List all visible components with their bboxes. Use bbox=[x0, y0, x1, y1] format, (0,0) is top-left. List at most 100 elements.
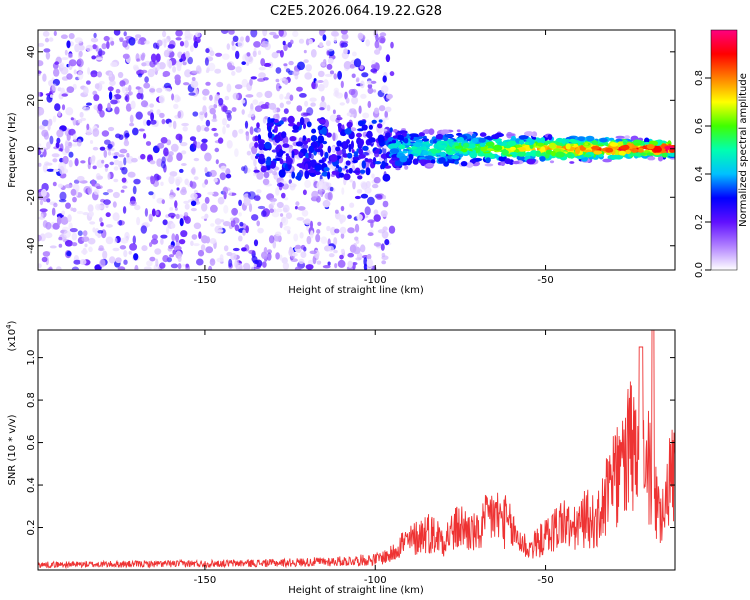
heatmap-cell-203 bbox=[196, 258, 204, 266]
heatmap-cell-998 bbox=[58, 148, 63, 152]
heatmap-cell-1233 bbox=[117, 71, 124, 79]
heatmap-cell-363 bbox=[60, 216, 69, 225]
heatmap-cell-556 bbox=[301, 209, 309, 217]
heatmap-cell-138 bbox=[108, 126, 115, 132]
heatmap-cell-1633 bbox=[344, 128, 352, 135]
heatmap-cell-795 bbox=[385, 54, 391, 63]
heatmap-cell-1538 bbox=[345, 169, 350, 174]
heatmap-cell-1069 bbox=[309, 250, 317, 255]
heatmap-cell-1342 bbox=[213, 177, 218, 183]
heatmap-cell-1551 bbox=[358, 154, 366, 159]
heatmap-cell-973 bbox=[361, 72, 369, 78]
heatmap-cell-179 bbox=[367, 196, 375, 206]
heatmap-cell-855 bbox=[88, 211, 94, 217]
heatmap-cell-55 bbox=[271, 149, 278, 153]
heatmap-cell-1227 bbox=[171, 233, 176, 242]
heatmap-cell-1490 bbox=[318, 30, 325, 36]
heatmap-cell-1290 bbox=[204, 57, 209, 66]
heatmap-cell-1234 bbox=[219, 172, 227, 181]
heatmap-cell-43 bbox=[329, 70, 335, 75]
heatmap-cell-977 bbox=[67, 214, 72, 223]
heatmap-cell-1497 bbox=[58, 199, 67, 203]
heatmap-cell-1132 bbox=[106, 188, 114, 193]
heatmap-cell-1333 bbox=[107, 102, 111, 111]
heatmap-cell-1365 bbox=[310, 230, 314, 239]
heatmap-cell-1115 bbox=[264, 116, 269, 120]
heatmap-cell-1601 bbox=[335, 146, 341, 152]
heatmap-cell-1562 bbox=[305, 152, 309, 159]
heatmap-cell-1689 bbox=[346, 152, 353, 159]
heatmap-cell-1608 bbox=[368, 137, 376, 143]
heatmap-cell-1493 bbox=[322, 265, 331, 269]
heatmap-cell-1269 bbox=[131, 157, 138, 163]
snr-x-tick-label-0: -150 bbox=[194, 575, 217, 586]
snr-y-tick-label-0: 0.2 bbox=[26, 520, 37, 536]
heatmap-cell-361 bbox=[160, 238, 164, 245]
heatmap-cell-2445 bbox=[633, 149, 639, 153]
heatmap-cell-1343 bbox=[42, 31, 50, 37]
heatmap-cell-445 bbox=[94, 83, 100, 90]
heatmap-cell-2466 bbox=[519, 139, 525, 145]
heatmap-cell-868 bbox=[251, 214, 259, 221]
heatmap-cell-1152 bbox=[182, 126, 188, 132]
heatmap-cell-1150 bbox=[169, 194, 174, 200]
heatmap-cell-816 bbox=[129, 114, 134, 124]
heatmap-cell-1374 bbox=[204, 152, 212, 162]
heatmap-cell-474 bbox=[190, 207, 197, 212]
heatmap-cell-1620 bbox=[306, 138, 311, 143]
heatmap-cell-1695 bbox=[389, 127, 393, 133]
heatmap-cell-1005 bbox=[373, 209, 379, 216]
heatmap-cell-2557 bbox=[399, 156, 408, 163]
heatmap-cell-2520 bbox=[646, 144, 655, 150]
heatmap-cell-886 bbox=[384, 239, 390, 246]
heatmap-cell-1679 bbox=[342, 153, 349, 158]
heatmap-cell-1680 bbox=[275, 145, 280, 153]
heatmap-cell-1416 bbox=[51, 83, 57, 92]
heatmap-cell-1067 bbox=[135, 111, 143, 120]
heatmap-cell-2427 bbox=[618, 150, 626, 156]
heatmap-cell-1397 bbox=[316, 181, 324, 190]
snr-x-tick-label-1: -100 bbox=[364, 575, 387, 586]
colorbar-tick-label-3: 0.6 bbox=[694, 118, 705, 134]
heatmap-cell-1073 bbox=[164, 87, 172, 92]
heatmap-cell-1386 bbox=[286, 100, 291, 105]
heatmap-cell-1603 bbox=[368, 124, 373, 130]
heatmap-cell-545 bbox=[105, 212, 111, 218]
heatmap-cell-1149 bbox=[315, 80, 319, 84]
heatmap-cell-572 bbox=[193, 243, 200, 247]
heatmap-cell-1716 bbox=[296, 163, 305, 168]
heatmap-cell-833 bbox=[49, 135, 54, 145]
heatmap-cell-1032 bbox=[178, 239, 186, 245]
heatmap-cell-1422 bbox=[183, 200, 190, 204]
heatmap-cell-902 bbox=[77, 119, 83, 124]
heatmap-cell-2458 bbox=[517, 151, 526, 157]
heatmap-cell-265 bbox=[290, 39, 294, 45]
heatmap-cell-1707 bbox=[365, 167, 371, 176]
heatmap-cell-1117 bbox=[72, 196, 77, 203]
heatmap-cell-344 bbox=[134, 204, 141, 211]
heatmap-cell-1316 bbox=[353, 58, 362, 68]
heatmap-cell-2531 bbox=[483, 153, 493, 158]
heatmap-cell-839 bbox=[354, 195, 361, 200]
heatmap-cell-2576 bbox=[493, 144, 503, 151]
heatmap-cell-590 bbox=[347, 252, 355, 258]
heatmap-cell-175 bbox=[38, 143, 42, 147]
heatmap-cell-484 bbox=[141, 62, 147, 67]
heatmap-cell-1884 bbox=[418, 132, 425, 137]
heatmap-cell-2596 bbox=[412, 142, 423, 148]
heatmap-cell-240 bbox=[197, 249, 205, 257]
heatmap-cell-1436 bbox=[226, 83, 232, 93]
heatmap-cell-1663 bbox=[372, 157, 377, 166]
heatmap-cell-1092 bbox=[253, 263, 257, 268]
heatmap-cell-2555 bbox=[535, 150, 541, 157]
heatmap-cell-1249 bbox=[92, 128, 100, 137]
heatmap-cell-890 bbox=[51, 207, 56, 216]
heatmap-cell-528 bbox=[204, 179, 209, 185]
heatmap-cell-2593 bbox=[478, 137, 486, 143]
heatmap-cell-1292 bbox=[309, 97, 317, 102]
heatmap-cell-1662 bbox=[310, 135, 318, 142]
heatmap-cell-591 bbox=[279, 254, 283, 261]
heatmap-cell-1687 bbox=[296, 121, 301, 127]
heatmap-cell-382 bbox=[306, 235, 312, 245]
heatmap-cell-433 bbox=[279, 102, 284, 109]
